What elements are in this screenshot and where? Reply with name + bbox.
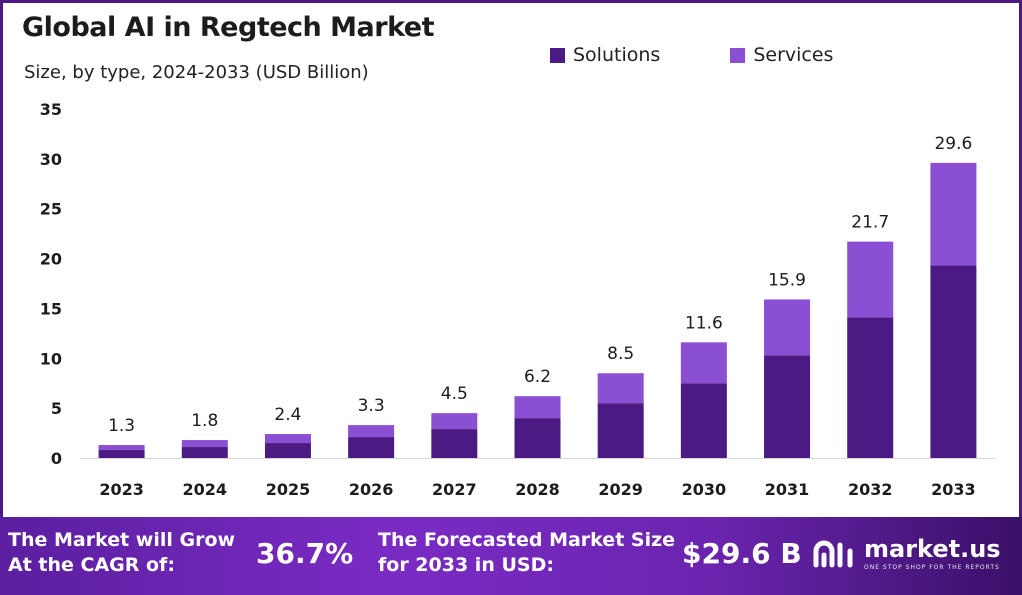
bar-services-2025: [264, 434, 311, 444]
y-tick-label: 10: [40, 349, 62, 368]
x-tick-label-2023: 2023: [99, 480, 144, 499]
x-tick-label-2031: 2031: [765, 480, 810, 499]
x-tick-label-2024: 2024: [183, 480, 228, 499]
bar-services-2028: [514, 396, 561, 419]
x-tick-label-2032: 2032: [848, 480, 893, 499]
total-label-2032: 21.7: [851, 213, 889, 233]
bar-services-2024: [181, 440, 228, 448]
bar-solutions-2028: [514, 418, 561, 458]
bar-services-2026: [348, 425, 395, 438]
forecast-label: The Forecasted Market Size for 2033 in U…: [378, 529, 676, 576]
bar-solutions-2027: [431, 429, 478, 458]
y-tick-label: 5: [51, 399, 62, 418]
total-label-2028: 6.2: [524, 367, 551, 387]
bar-services-2032: [847, 241, 894, 318]
total-label-2033: 29.6: [934, 134, 972, 154]
legend-swatch-services: [730, 47, 746, 63]
bar-services-2030: [680, 342, 727, 384]
legend-swatch-solutions: [550, 47, 565, 63]
bar-solutions-2029: [597, 403, 644, 458]
x-tick-label-2030: 2030: [682, 480, 727, 499]
total-label-2030: 11.6: [685, 313, 723, 333]
bar-services-2029: [597, 373, 644, 404]
legend-label-services: Services: [753, 44, 834, 66]
market-us-logo-icon: [813, 540, 853, 568]
total-label-2031: 15.9: [768, 270, 806, 290]
x-tick-label-2026: 2026: [349, 480, 394, 499]
y-tick-label: 30: [40, 150, 62, 169]
bar-solutions-2024: [181, 447, 228, 458]
y-tick-label: 25: [40, 200, 62, 219]
bar-services-2031: [764, 299, 811, 356]
total-label-2029: 8.5: [607, 344, 634, 364]
total-label-2026: 3.3: [358, 396, 385, 416]
legend-label-solutions: Solutions: [573, 44, 661, 66]
bar-solutions-2026: [348, 437, 395, 458]
bar-services-2033: [930, 162, 977, 266]
x-tick-label-2033: 2033: [931, 480, 976, 499]
bar-solutions-2033: [930, 265, 977, 458]
cagr-value: 36.7%: [256, 537, 354, 570]
y-tick-label: 20: [40, 250, 62, 269]
x-tick-label-2025: 2025: [266, 480, 311, 499]
total-label-2023: 1.3: [108, 416, 135, 436]
cagr-label: The Market will Grow At the CAGR of:: [8, 529, 236, 576]
chart-subtitle: Size, by type, 2024-2033 (USD Billion): [24, 62, 369, 83]
bar-chart: 051015202530351.320231.820242.420253.320…: [40, 100, 995, 499]
total-label-2025: 2.4: [274, 405, 301, 425]
y-tick-label: 0: [51, 449, 62, 468]
brand-tagline: ONE STOP SHOP FOR THE REPORTS: [864, 564, 1000, 571]
bar-services-2027: [431, 413, 478, 430]
bar-services-2023: [98, 445, 145, 451]
forecast-value: $29.6 B: [682, 537, 802, 570]
bar-solutions-2030: [680, 383, 727, 458]
y-tick-label: 35: [40, 100, 62, 119]
total-label-2027: 4.5: [441, 384, 468, 404]
bar-solutions-2031: [764, 355, 811, 458]
bar-solutions-2023: [98, 450, 145, 458]
x-tick-label-2027: 2027: [432, 480, 477, 499]
brand-name: market.us: [864, 535, 1001, 563]
total-label-2024: 1.8: [191, 411, 218, 431]
bar-solutions-2032: [847, 317, 894, 458]
legend-item-solutions: Solutions: [550, 44, 660, 66]
brand-logo: market.us ONE STOP SHOP FOR THE REPORTS: [810, 537, 1001, 571]
x-tick-label-2028: 2028: [515, 480, 560, 499]
y-tick-label: 15: [40, 299, 62, 318]
legend: Solutions Services: [550, 44, 833, 66]
legend-item-services: Services: [730, 44, 833, 66]
x-tick-label-2029: 2029: [598, 480, 643, 499]
chart-title: Global AI in Regtech Market: [22, 12, 435, 43]
bar-solutions-2025: [264, 443, 311, 458]
footer-banner: The Market will Grow At the CAGR of: 36.…: [0, 517, 1022, 595]
